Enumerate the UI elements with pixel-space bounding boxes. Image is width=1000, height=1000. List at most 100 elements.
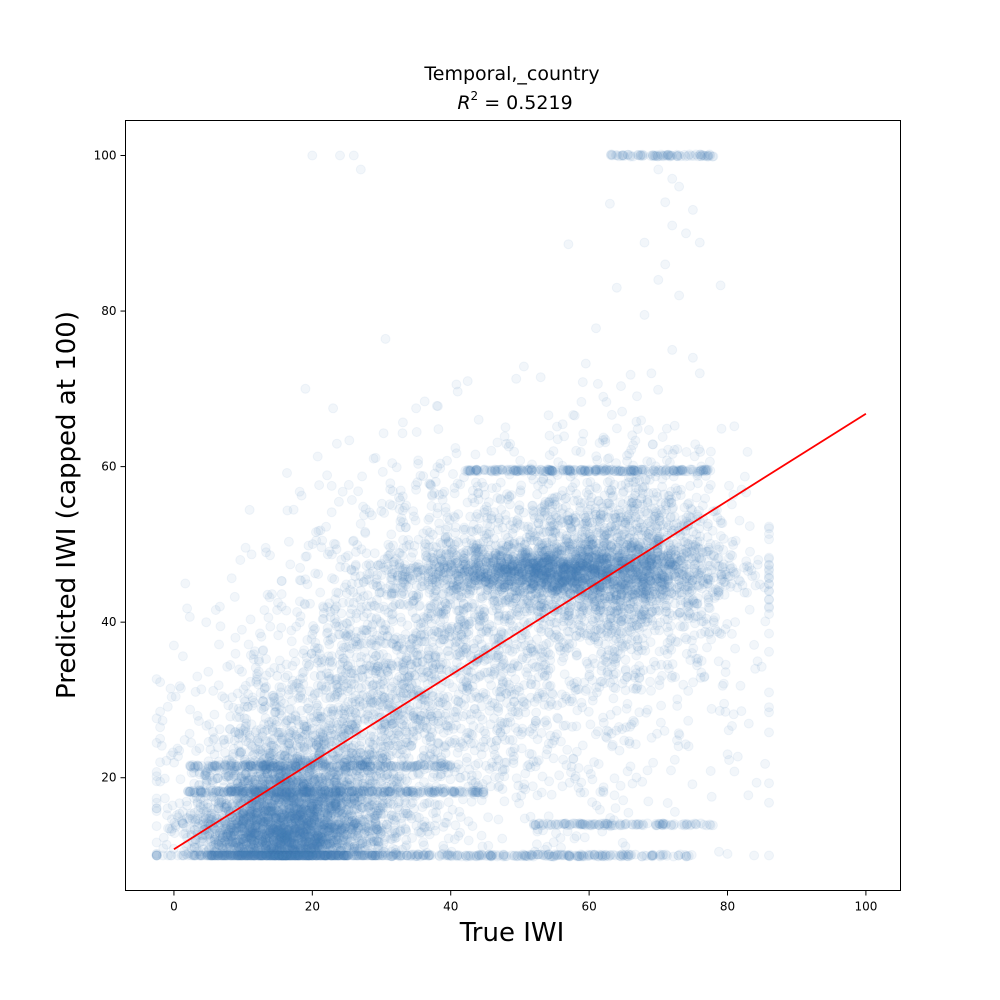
data-point bbox=[170, 691, 181, 702]
data-point bbox=[329, 837, 340, 848]
data-point bbox=[282, 783, 293, 794]
data-point bbox=[241, 805, 252, 816]
data-point bbox=[339, 823, 350, 834]
data-point bbox=[237, 666, 247, 677]
data-point bbox=[244, 504, 255, 515]
data-point bbox=[268, 740, 279, 751]
data-point bbox=[206, 791, 217, 802]
data-point bbox=[163, 823, 173, 834]
data-point bbox=[278, 812, 289, 823]
data-point bbox=[249, 846, 260, 857]
data-point bbox=[211, 839, 221, 850]
data-point bbox=[229, 591, 240, 602]
data-point bbox=[185, 850, 196, 861]
data-point bbox=[279, 834, 290, 845]
data-point bbox=[325, 730, 336, 741]
data-point bbox=[296, 804, 307, 815]
data-point bbox=[250, 820, 261, 831]
data-point bbox=[335, 804, 346, 815]
data-point bbox=[242, 805, 253, 816]
data-point bbox=[151, 837, 162, 848]
data-point bbox=[267, 799, 278, 810]
data-point bbox=[281, 779, 292, 790]
data-point bbox=[310, 850, 321, 861]
data-point bbox=[253, 836, 264, 847]
data-point bbox=[346, 798, 357, 809]
data-point bbox=[269, 844, 279, 855]
data-point bbox=[323, 794, 334, 805]
data-point bbox=[196, 684, 207, 695]
data-point bbox=[288, 648, 299, 659]
data-point bbox=[325, 850, 336, 861]
data-point bbox=[370, 850, 381, 861]
data-point bbox=[268, 772, 279, 783]
data-point bbox=[381, 819, 392, 830]
data-point bbox=[311, 850, 322, 861]
data-point bbox=[297, 845, 308, 855]
data-point bbox=[387, 782, 398, 793]
data-point bbox=[151, 850, 162, 861]
data-point bbox=[301, 745, 312, 756]
data-point bbox=[302, 787, 312, 798]
data-point bbox=[332, 819, 343, 830]
data-point bbox=[257, 850, 268, 861]
data-point bbox=[194, 850, 205, 861]
data-point bbox=[256, 812, 267, 822]
data-point bbox=[263, 612, 274, 623]
data-point bbox=[257, 727, 268, 738]
data-point bbox=[240, 542, 251, 553]
data-point bbox=[307, 815, 317, 825]
data-point bbox=[250, 743, 261, 754]
data-point bbox=[302, 793, 313, 804]
scatter-points bbox=[151, 149, 774, 862]
data-point bbox=[247, 813, 258, 824]
data-point bbox=[282, 670, 293, 681]
data-point bbox=[335, 838, 345, 848]
data-point bbox=[340, 845, 351, 856]
data-point bbox=[175, 774, 186, 785]
data-point bbox=[273, 850, 284, 861]
data-point bbox=[305, 787, 316, 798]
data-point bbox=[285, 806, 296, 817]
data-point bbox=[322, 849, 333, 860]
data-point bbox=[395, 825, 406, 836]
data-point bbox=[347, 821, 358, 832]
data-point bbox=[272, 827, 283, 838]
data-point bbox=[283, 732, 294, 743]
data-point bbox=[271, 802, 282, 813]
data-point bbox=[281, 831, 292, 842]
data-point bbox=[343, 815, 354, 825]
data-point bbox=[338, 831, 349, 842]
data-point bbox=[424, 829, 435, 840]
data-point bbox=[201, 720, 212, 731]
data-point bbox=[419, 840, 429, 851]
data-point bbox=[246, 832, 257, 843]
data-point bbox=[280, 850, 291, 861]
data-point bbox=[209, 709, 220, 720]
data-point bbox=[243, 783, 254, 794]
data-point bbox=[312, 821, 323, 832]
data-point bbox=[330, 819, 341, 830]
data-point bbox=[159, 793, 170, 804]
data-point bbox=[258, 803, 269, 814]
data-point bbox=[333, 807, 344, 818]
data-point bbox=[321, 850, 331, 861]
data-point bbox=[340, 780, 351, 791]
data-point bbox=[346, 766, 357, 777]
data-point bbox=[356, 814, 367, 825]
data-point bbox=[273, 824, 283, 835]
data-point bbox=[236, 850, 247, 861]
data-point bbox=[212, 773, 223, 784]
data-point bbox=[232, 850, 243, 861]
data-point bbox=[162, 803, 173, 814]
data-point bbox=[238, 771, 249, 781]
data-point bbox=[337, 835, 347, 846]
data-point bbox=[210, 850, 221, 861]
data-point bbox=[228, 743, 239, 754]
data-point bbox=[298, 807, 309, 818]
data-point bbox=[271, 850, 282, 861]
data-point bbox=[246, 832, 257, 843]
data-point bbox=[283, 781, 294, 792]
data-point bbox=[330, 850, 341, 861]
data-point bbox=[271, 839, 282, 850]
